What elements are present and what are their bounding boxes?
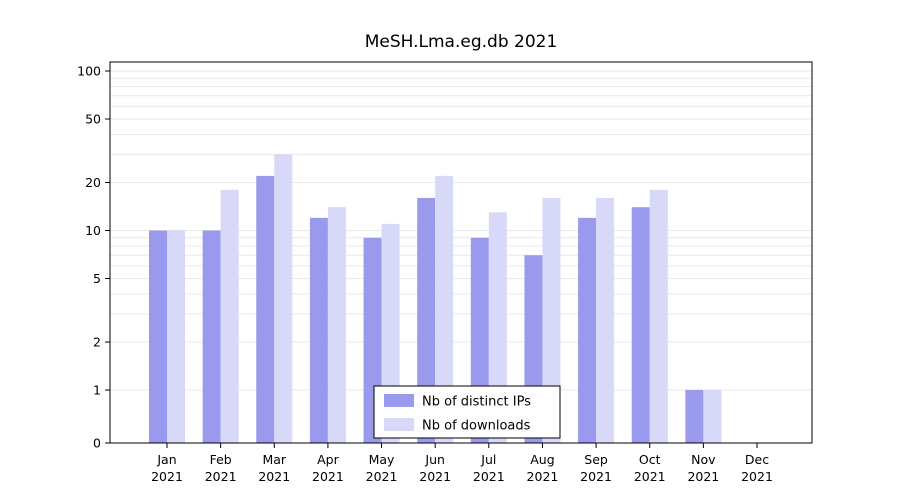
y-label-0: 0 bbox=[93, 436, 101, 451]
x-label-month-dec: Dec bbox=[745, 452, 769, 467]
bar-nb-of-distinct-ips-nov bbox=[685, 390, 704, 443]
x-label-month-sep: Sep bbox=[584, 452, 608, 467]
x-label-year-jan: 2021 bbox=[151, 469, 183, 484]
legend-label-nb-of-distinct-ips: Nb of distinct IPs bbox=[422, 395, 531, 410]
plot-border bbox=[109, 61, 813, 444]
x-label-month-may: May bbox=[369, 452, 395, 467]
y-label-20: 20 bbox=[85, 175, 101, 190]
legend-swatch-nb-of-distinct-ips bbox=[384, 394, 414, 407]
x-label-year-apr: 2021 bbox=[312, 469, 344, 484]
bar-nb-of-downloads-oct bbox=[649, 189, 668, 443]
x-label-year-jul: 2021 bbox=[473, 469, 505, 484]
x-label-month-jun: Jun bbox=[424, 452, 445, 467]
x-label-year-aug: 2021 bbox=[527, 469, 559, 484]
chart-title: MeSH.Lma.eg.db 2021 bbox=[365, 32, 558, 52]
x-label-year-jun: 2021 bbox=[419, 469, 451, 484]
bar-nb-of-downloads-aug bbox=[542, 197, 561, 443]
bar-nb-of-distinct-ips-sep bbox=[578, 217, 597, 443]
y-label-10: 10 bbox=[85, 223, 101, 238]
bar-nb-of-distinct-ips-jun bbox=[417, 197, 436, 443]
bar-nb-of-downloads-jan bbox=[167, 230, 185, 443]
x-label-month-jul: Jul bbox=[480, 452, 496, 467]
y-label-5: 5 bbox=[93, 271, 101, 286]
x-label-month-feb: Feb bbox=[210, 452, 232, 467]
x-label-year-oct: 2021 bbox=[634, 469, 666, 484]
y-label-2: 2 bbox=[93, 334, 101, 349]
x-label-month-nov: Nov bbox=[691, 452, 716, 467]
legend-label-nb-of-downloads: Nb of downloads bbox=[422, 419, 531, 434]
y-label-1: 1 bbox=[93, 383, 101, 398]
legend-swatch-nb-of-downloads bbox=[384, 418, 414, 431]
y-label-50: 50 bbox=[85, 112, 101, 127]
bar-nb-of-distinct-ips-jan bbox=[149, 230, 167, 443]
bar-nb-of-downloads-sep bbox=[596, 197, 615, 443]
bar-nb-of-downloads-apr bbox=[327, 207, 346, 443]
x-label-month-oct: Oct bbox=[639, 452, 661, 467]
bar-nb-of-downloads-nov bbox=[703, 390, 722, 443]
y-label-100: 100 bbox=[77, 64, 101, 79]
bar-nb-of-downloads-jul bbox=[488, 212, 507, 443]
x-label-month-jan: Jan bbox=[156, 452, 176, 467]
x-label-year-sep: 2021 bbox=[580, 469, 612, 484]
x-label-year-dec: 2021 bbox=[741, 469, 773, 484]
bar-nb-of-downloads-feb bbox=[220, 189, 239, 443]
bar-nb-of-distinct-ips-oct bbox=[631, 207, 650, 443]
x-label-year-feb: 2021 bbox=[205, 469, 237, 484]
x-label-month-mar: Mar bbox=[262, 452, 286, 467]
x-label-month-apr: Apr bbox=[317, 452, 339, 467]
bar-nb-of-downloads-jun bbox=[435, 175, 454, 443]
bar-nb-of-distinct-ips-mar bbox=[256, 175, 275, 443]
x-label-year-nov: 2021 bbox=[687, 469, 719, 484]
x-label-year-mar: 2021 bbox=[258, 469, 290, 484]
bar-nb-of-distinct-ips-apr bbox=[309, 217, 328, 443]
bar-nb-of-downloads-mar bbox=[274, 154, 293, 443]
chart-plot-area: Jan2021Feb2021Mar2021Apr2021May2021Jun20… bbox=[77, 61, 813, 484]
x-label-year-may: 2021 bbox=[366, 469, 398, 484]
x-label-month-aug: Aug bbox=[530, 452, 554, 467]
bar-nb-of-distinct-ips-feb bbox=[202, 230, 221, 443]
